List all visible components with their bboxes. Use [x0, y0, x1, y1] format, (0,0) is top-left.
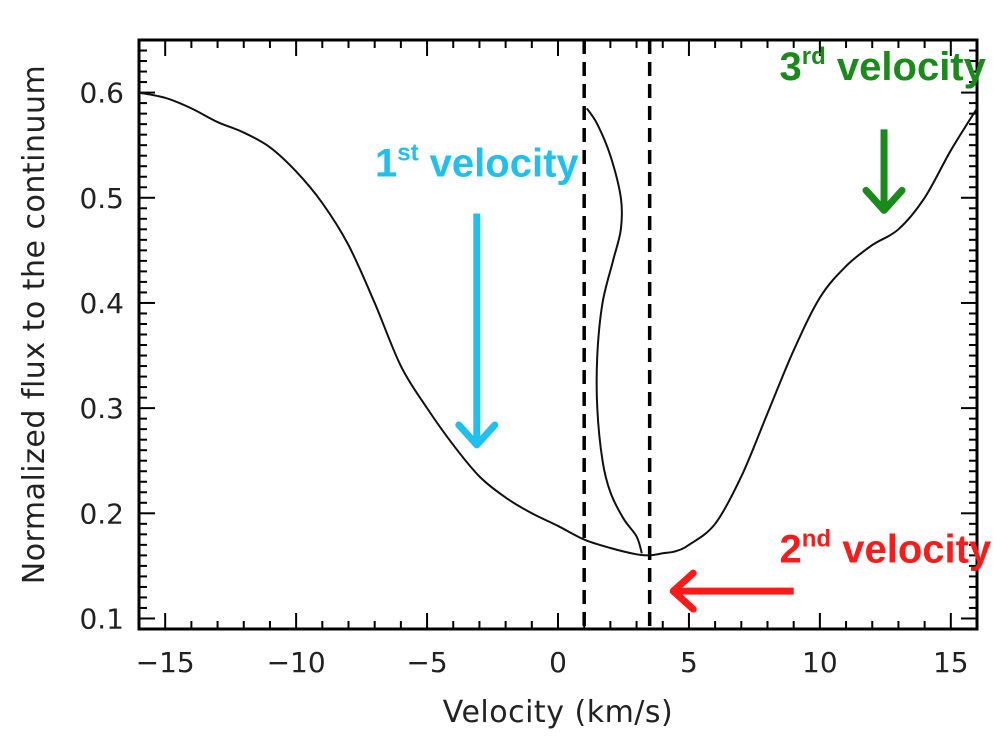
- x-tick-label: 15: [933, 646, 969, 679]
- second-velocity-annotation: 2nd velocity: [669, 526, 992, 613]
- velocity-annotations: 1st velocity 2nd velocity 3rd velocity: [375, 43, 992, 613]
- y-tick-label: 0.6: [79, 77, 124, 110]
- y-tick-label: 0.4: [79, 287, 124, 320]
- y-tick-label: 0.1: [79, 602, 124, 635]
- velocity-markers: [582, 40, 652, 629]
- first-velocity-label: 1st velocity: [375, 140, 579, 186]
- x-tick-labels: −15 −10 −5 0 5 10 15: [136, 646, 969, 679]
- data-series: [138, 91, 978, 557]
- x-tick-label: −15: [136, 646, 195, 679]
- x-axis-title: Velocity (km/s): [443, 695, 673, 730]
- x-tick-label: 0: [549, 646, 567, 679]
- bisector-line: [585, 107, 643, 554]
- y-tick-label: 0.2: [79, 497, 124, 530]
- first-velocity-arrowhead: [455, 421, 499, 449]
- third-velocity-annotation: 3rd velocity: [780, 43, 987, 214]
- third-velocity-label: 3rd velocity: [780, 43, 987, 89]
- y-tick-label: 0.5: [79, 182, 124, 215]
- y-tick-label: 0.3: [79, 392, 124, 425]
- y-tick-labels: 0.1 0.2 0.3 0.4 0.5 0.6: [79, 77, 124, 636]
- y-axis-title: Normalized flux to the continuum: [17, 65, 52, 585]
- axis-ticks: [138, 39, 978, 630]
- second-velocity-arrowhead: [669, 569, 697, 613]
- profile-line: [138, 91, 978, 557]
- x-tick-label: 5: [680, 646, 698, 679]
- x-tick-label: −10: [267, 646, 326, 679]
- third-velocity-arrowhead: [862, 186, 906, 214]
- x-tick-label: 10: [802, 646, 838, 679]
- x-tick-label: −5: [406, 646, 447, 679]
- second-velocity-label: 2nd velocity: [780, 526, 992, 572]
- first-velocity-annotation: 1st velocity: [375, 140, 579, 449]
